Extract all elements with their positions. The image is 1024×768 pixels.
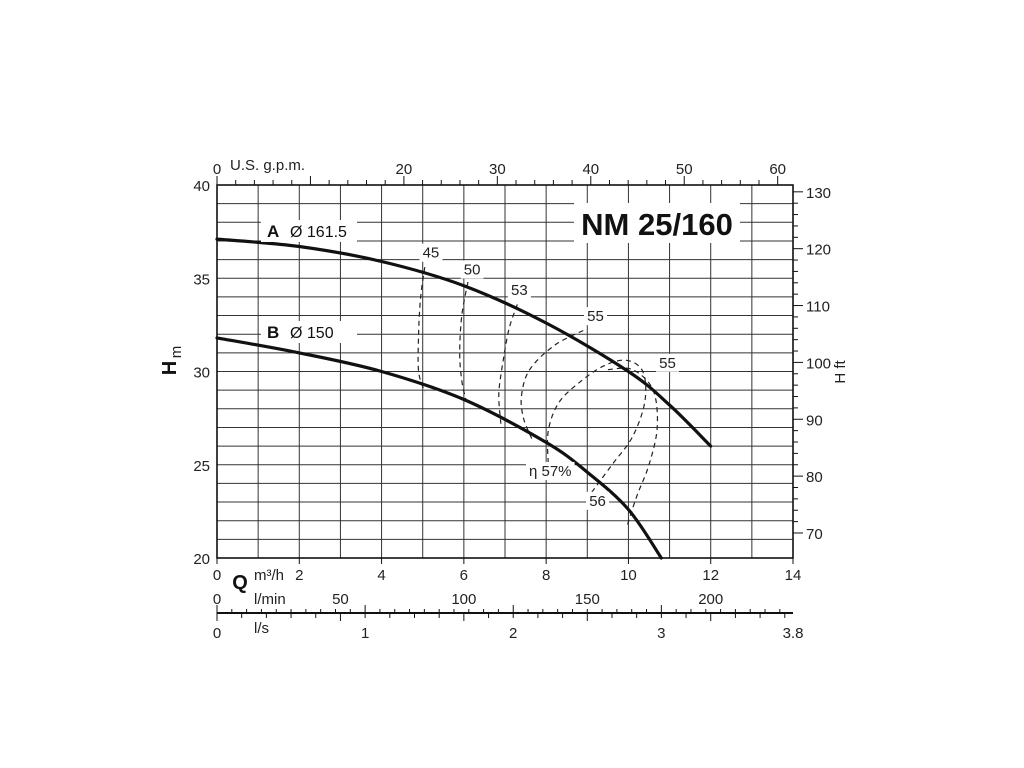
x-top-tick-label: 20 [396,161,413,178]
x-tick-label: 8 [542,567,550,584]
efficiency-label-bg [584,307,608,326]
plot-frame [216,184,794,559]
y-right-axis-title: H ft [832,360,849,384]
efficiency-label: 55 [659,355,676,372]
x-top-tick-label: 50 [676,161,693,178]
efficiency-contour-55 [520,329,584,439]
efficiency-label: 55 [587,308,604,325]
grid [217,185,793,558]
x-axis-unit: m³/h [254,567,284,584]
chart-title: NM 25/160 [581,207,733,242]
efficiency-label-bg [656,353,680,372]
y-tick-label: 30 [193,365,210,382]
y-axis-title: H [159,361,181,375]
efficiency-contour-56 [607,367,659,529]
ls-tick-label: 3.8 [783,625,804,642]
x-top-tick-label: 30 [489,161,506,178]
efficiency-label: 50 [464,262,481,279]
x-tick-label: 4 [377,567,385,584]
efficiency-label-bg [419,243,443,262]
lmin-tick-label: 100 [451,591,476,608]
ls-tick-label: 1 [361,625,369,642]
x-tick-label: 10 [620,567,637,584]
y-tick-label: 25 [193,458,210,475]
pump-curves [215,237,713,560]
x-top-axis-title: U.S. g.p.m. [230,157,305,174]
efficiency-contour-57 [546,359,647,494]
y-right-tick-label: 110 [806,299,830,316]
efficiency-label: η 57% [529,463,572,480]
ls-axis-title: l/s [254,620,269,637]
y-tick-label: 35 [193,271,210,288]
y-tick-label: 20 [193,551,210,568]
ls-tick-label: 0 [213,625,221,642]
lmin-axis-title: l/min [254,591,286,608]
lmin-tick-label: 0 [213,591,221,608]
efficiency-contour-50 [459,281,469,400]
efficiency-label: 56 [589,493,606,510]
efficiency-contours [417,267,659,529]
curve-label-diameter-b: Ø 150 [290,325,334,342]
y-right-tick-label: 120 [806,242,831,259]
x-tick-label: 12 [702,567,719,584]
y-right-tick-label: 90 [806,412,823,429]
efficiency-label-bg [586,491,610,510]
title-bg [574,203,740,243]
ls-tick-label: 2 [509,625,517,642]
lmin-tick-label: 50 [332,591,349,608]
pump-curve-b [215,336,663,560]
x-top-tick-label: 0 [213,161,221,178]
efficiency-contour-53 [498,304,518,424]
x-axis-title: Q [232,572,248,594]
efficiency-contour-45 [417,267,426,393]
labels: A Ø 161.5 B Ø 150 45 50 53 55 55 η 57% 56 NM 25/160 [261,203,740,510]
x-tick-label: 2 [295,567,303,584]
y-axis-unit: m [168,346,185,359]
lmin-tick-label: 150 [575,591,600,608]
x-tick-label: 0 [213,567,221,584]
curve-label-bg [261,220,357,242]
y-right-tick-label: 100 [806,355,831,372]
efficiency-label-bg [460,260,484,279]
efficiency-label: 45 [423,245,440,262]
curve-label-letter-b: B [267,323,279,342]
efficiency-label-bg [507,281,531,300]
x-tick-label: 6 [460,567,468,584]
lmin-tick-label: 200 [698,591,723,608]
efficiency-label-bg [526,461,575,480]
curve-label-bg [261,321,357,343]
y-right-tick-label: 80 [806,469,823,486]
y-right-tick-label: 70 [806,526,823,543]
curve-label-diameter-a: Ø 161.5 [290,224,347,241]
efficiency-label: 53 [511,282,528,299]
x-top-tick-label: 60 [769,161,786,178]
x-tick-label: 14 [785,567,802,584]
y-tick-label: 40 [193,178,210,195]
curve-label-letter-a: A [267,222,279,241]
axes: 0 2 4 6 8 10 12 142025303540708090100110120130H… [159,157,849,642]
ls-tick-label: 3 [657,625,665,642]
y-right-tick-label: 130 [806,185,831,202]
pump-curve-a [215,237,713,448]
x-top-tick-label: 40 [582,161,599,178]
